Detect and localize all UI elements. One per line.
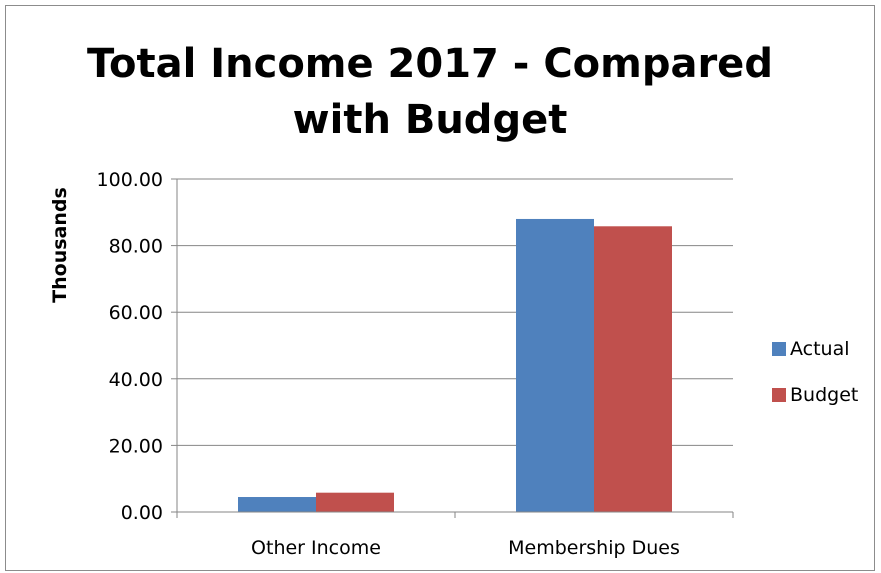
y-tick-label: 80.00	[109, 236, 163, 258]
x-tick-label: Membership Dues	[508, 537, 680, 559]
legend-label-budget: Budget	[790, 384, 859, 406]
y-tick-label: 60.00	[109, 302, 163, 324]
legend-label-actual: Actual	[790, 338, 850, 360]
y-tick-label: 0.00	[121, 502, 163, 524]
bar-budget-0	[316, 492, 394, 512]
legend-swatch-actual	[772, 342, 786, 356]
legend: Actual Budget	[772, 326, 858, 418]
legend-item-actual: Actual	[772, 326, 858, 372]
bar-actual-0	[238, 497, 316, 512]
bar-actual-1	[516, 218, 594, 512]
legend-item-budget: Budget	[772, 372, 858, 418]
chart-title: Total Income 2017 - Compared with Budget	[87, 41, 773, 143]
chart-frame	[5, 5, 875, 571]
y-tick-label: 40.00	[109, 369, 163, 391]
x-tick-label: Other Income	[251, 537, 381, 559]
y-tick-label: 100.00	[97, 169, 163, 191]
legend-swatch-budget	[772, 388, 786, 402]
y-tick-label: 20.00	[109, 435, 163, 457]
bar-budget-1	[594, 226, 672, 512]
